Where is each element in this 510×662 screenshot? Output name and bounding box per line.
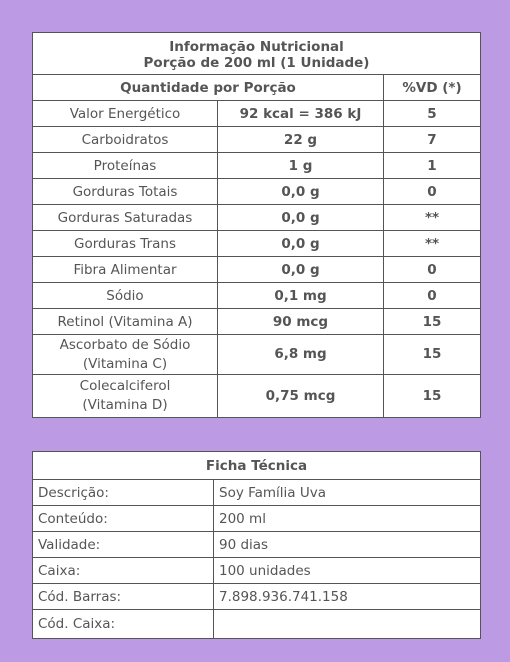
header-quantity: Quantidade por Porção <box>32 74 384 101</box>
table-row: Descrição: Soy Família Uva <box>32 479 481 506</box>
nutrient-vd: 1 <box>383 152 481 179</box>
table-row: Cód. Barras: 7.898.936.741.158 <box>32 583 481 610</box>
nutrient-quantity: 0,0 g <box>217 230 384 257</box>
nutrient-vd: 0 <box>383 282 481 309</box>
nutrient-name-line1: Ascorbato de Sódio <box>59 336 191 353</box>
table-row: Valor Energético 92 kcal = 386 kJ 5 <box>32 100 481 127</box>
nutrient-quantity: 6,8 mg <box>217 334 384 375</box>
field-label: Cód. Caixa: <box>32 609 214 639</box>
table-row: Gorduras Trans 0,0 g ** <box>32 230 481 257</box>
nutrient-name-line1: Colecalciferol <box>79 378 171 394</box>
table-row: Fibra Alimentar 0,0 g 0 <box>32 256 481 283</box>
nutrient-name: Proteínas <box>32 152 218 179</box>
nutrient-name: Valor Energético <box>32 100 218 127</box>
field-value: 90 dias <box>213 531 481 558</box>
nutrient-vd: 15 <box>383 374 481 418</box>
nutrient-name-line2: (Vitamina C) <box>82 355 168 372</box>
table-row: Colecalciferol (Vitamina D) 0,75 mcg 15 <box>32 374 481 418</box>
field-value <box>213 609 481 639</box>
nutrient-quantity: 92 kcal = 386 kJ <box>217 100 384 127</box>
nutrient-vd: 5 <box>383 100 481 127</box>
field-value: 100 unidades <box>213 557 481 584</box>
nutrient-name: Sódio <box>32 282 218 309</box>
nutrient-vd: 15 <box>383 334 481 375</box>
field-label: Conteúdo: <box>32 505 214 532</box>
nutrient-vd: 0 <box>383 178 481 205</box>
nutrient-name: Gorduras Trans <box>32 230 218 257</box>
nutrition-title-line2: Porção de 200 ml (1 Unidade) <box>143 54 370 71</box>
nutrient-vd: ** <box>383 230 481 257</box>
table-row: Carboidratos 22 g 7 <box>32 126 481 153</box>
nutrition-title-line1: Informação Nutricional <box>169 38 344 55</box>
nutrient-name: Fibra Alimentar <box>32 256 218 283</box>
table-row: Sódio 0,1 mg 0 <box>32 282 481 309</box>
nutrient-quantity: 1 g <box>217 152 384 179</box>
nutrient-name: Gorduras Saturadas <box>32 204 218 231</box>
table-row: Gorduras Totais 0,0 g 0 <box>32 178 481 205</box>
table-row: Retinol (Vitamina A) 90 mcg 15 <box>32 308 481 335</box>
nutrient-quantity: 90 mcg <box>217 308 384 335</box>
nutrient-name: Retinol (Vitamina A) <box>32 308 218 335</box>
nutrient-quantity: 0,1 mg <box>217 282 384 309</box>
nutrition-facts-table: Informação Nutricional Porção de 200 ml … <box>32 32 481 418</box>
field-label: Cód. Barras: <box>32 583 214 610</box>
nutrient-vd: ** <box>383 204 481 231</box>
nutrient-quantity: 22 g <box>217 126 384 153</box>
table-row: Caixa: 100 unidades <box>32 557 481 584</box>
field-value: Soy Família Uva <box>213 479 481 506</box>
nutrient-vd: 0 <box>383 256 481 283</box>
nutrient-vd: 7 <box>383 126 481 153</box>
field-label: Descrição: <box>32 479 214 506</box>
nutrient-name: Colecalciferol (Vitamina D) <box>32 374 218 418</box>
nutrient-vd: 15 <box>383 308 481 335</box>
table-row: Conteúdo: 200 ml <box>32 505 481 532</box>
field-value: 7.898.936.741.158 <box>213 583 481 610</box>
nutrient-quantity: 0,75 mcg <box>217 374 384 418</box>
table-row: Ascorbato de Sódio (Vitamina C) 6,8 mg 1… <box>32 334 481 375</box>
field-label: Validade: <box>32 531 214 558</box>
table-row: Proteínas 1 g 1 <box>32 152 481 179</box>
nutrient-name: Gorduras Totais <box>32 178 218 205</box>
nutrient-name: Ascorbato de Sódio (Vitamina C) <box>32 334 218 375</box>
field-label: Caixa: <box>32 557 214 584</box>
nutrition-title: Informação Nutricional Porção de 200 ml … <box>32 32 481 75</box>
nutrient-quantity: 0,0 g <box>217 178 384 205</box>
nutrient-name-line2: (Vitamina D) <box>82 397 168 413</box>
table-row: Gorduras Saturadas 0,0 g ** <box>32 204 481 231</box>
header-vd: %VD (*) <box>383 74 481 101</box>
table-row: Validade: 90 dias <box>32 531 481 558</box>
nutrient-quantity: 0,0 g <box>217 204 384 231</box>
field-value: 200 ml <box>213 505 481 532</box>
table-row: Cód. Caixa: <box>32 609 481 639</box>
nutrient-name: Carboidratos <box>32 126 218 153</box>
technical-sheet-title: Ficha Técnica <box>32 451 481 480</box>
technical-sheet-table: Ficha Técnica Descrição: Soy Família Uva… <box>32 451 481 639</box>
nutrient-quantity: 0,0 g <box>217 256 384 283</box>
